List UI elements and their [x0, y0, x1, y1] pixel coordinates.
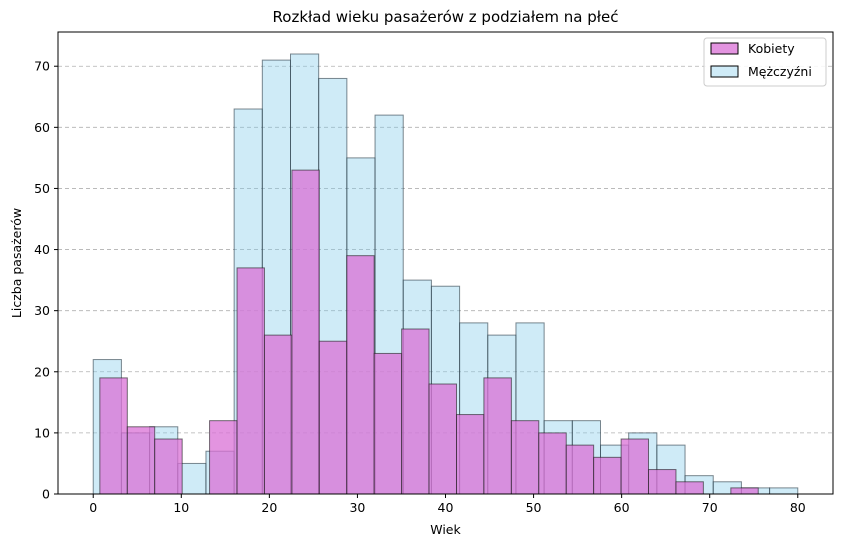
x-tick-label-80: 80	[790, 500, 806, 515]
bar-women-19	[620, 438, 649, 495]
bar-women-5	[236, 267, 265, 495]
legend-label-kobiety: Kobiety	[748, 41, 795, 56]
y-tick-label-60: 60	[34, 120, 50, 135]
bar-women-9	[346, 255, 375, 495]
x-tick-label-10: 10	[173, 500, 189, 515]
y-axis-ticks: 0 10 20 30 40 50 60 70	[34, 59, 58, 502]
bar-women-17	[565, 444, 595, 495]
bar-women-15	[510, 420, 540, 495]
bar-women-20	[647, 469, 677, 495]
legend-swatch-kobiety	[710, 42, 739, 55]
x-tick-label-70: 70	[702, 500, 718, 515]
grid-lines	[58, 65, 833, 434]
x-tick-label-20: 20	[261, 500, 277, 515]
x-axis-ticks: 0 10 20 30 40 50 60 70 80	[89, 494, 806, 515]
x-tick-label-0: 0	[89, 500, 97, 515]
y-tick-label-30: 30	[34, 303, 50, 318]
bar-women-18	[593, 456, 622, 495]
bar-women-2	[154, 438, 183, 495]
bar-women-21	[675, 481, 704, 495]
bar-men-24	[769, 487, 799, 495]
legend-swatch-mezczyzni	[710, 65, 739, 78]
bar-women-6	[263, 334, 293, 495]
bar-women-12	[428, 383, 458, 495]
y-axis-label: Liczba pasażerów	[9, 208, 24, 318]
bar-women-4	[209, 420, 238, 495]
x-tick-label-40: 40	[438, 500, 454, 515]
chart-title: Rozkład wieku pasażerów z podziałem na p…	[273, 8, 619, 26]
legend: Kobiety Mężczyźni	[703, 37, 827, 87]
x-tick-label-30: 30	[349, 500, 365, 515]
y-tick-label-40: 40	[34, 242, 50, 257]
bar-women-14	[483, 377, 512, 495]
x-tick-label-50: 50	[526, 500, 542, 515]
bar-women-8	[318, 340, 348, 495]
x-tick-label-60: 60	[614, 500, 630, 515]
bar-women-11	[401, 328, 430, 495]
bar-women-0	[99, 377, 128, 495]
bar-women-10	[373, 352, 403, 495]
bar-women-7	[291, 169, 320, 495]
bar-women-1	[126, 426, 156, 495]
y-tick-label-70: 70	[34, 59, 50, 74]
y-tick-label-50: 50	[34, 181, 50, 196]
legend-label-mezczyzni: Mężczyźni	[748, 64, 812, 79]
bar-women-23	[730, 487, 759, 495]
bar-women-13	[456, 414, 485, 495]
y-tick-label-10: 10	[34, 425, 50, 440]
y-tick-label-0: 0	[42, 487, 50, 502]
x-axis-label: Wiek	[430, 522, 461, 537]
bars-women	[99, 169, 759, 495]
y-tick-label-20: 20	[34, 364, 50, 379]
bar-women-16	[538, 432, 567, 495]
